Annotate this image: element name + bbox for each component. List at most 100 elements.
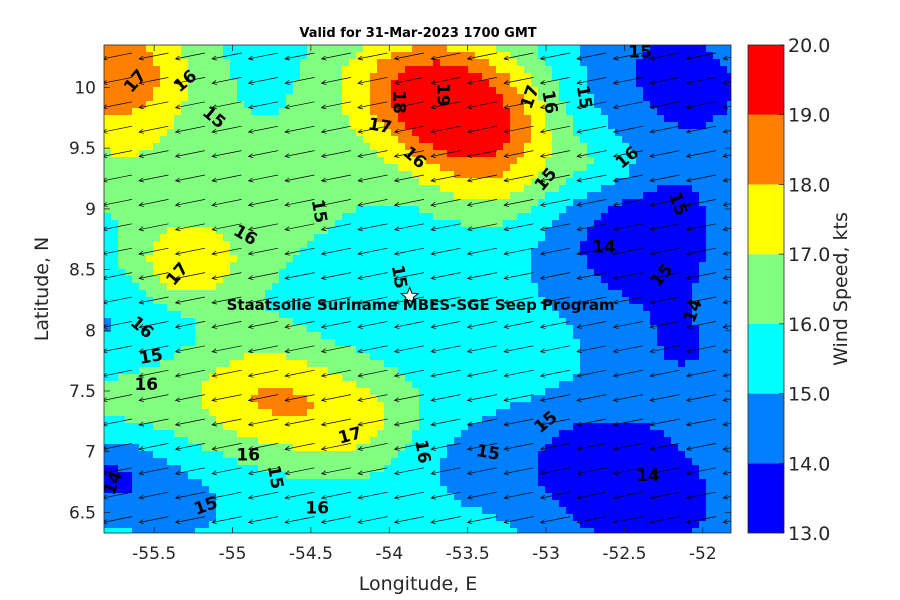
field-cell (559, 178, 567, 186)
field-cell (678, 178, 686, 186)
field-cell (356, 227, 364, 235)
field-cell (391, 304, 399, 312)
field-cell (251, 108, 259, 116)
field-cell (706, 325, 714, 333)
field-cell (482, 269, 490, 277)
field-cell (573, 255, 581, 263)
field-cell (517, 206, 525, 214)
field-cell (188, 269, 196, 277)
field-cell (237, 346, 245, 354)
field-cell (622, 220, 630, 228)
field-cell (132, 234, 140, 242)
field-cell (657, 367, 665, 375)
field-cell (517, 325, 525, 333)
field-cell (181, 122, 189, 130)
field-cell (384, 143, 392, 151)
field-cell (412, 269, 420, 277)
field-cell (342, 367, 350, 375)
field-cell (384, 304, 392, 312)
field-cell (286, 388, 294, 396)
field-cell (153, 353, 161, 361)
field-cell (174, 283, 182, 291)
field-cell (587, 353, 595, 361)
field-cell (314, 108, 322, 116)
field-cell (153, 262, 161, 270)
field-cell (419, 66, 427, 74)
field-cell (454, 80, 462, 88)
field-cell (356, 374, 364, 382)
field-cell (482, 248, 490, 256)
field-cell (601, 199, 609, 207)
field-cell (720, 283, 728, 291)
field-cell (496, 213, 504, 221)
field-cell (678, 388, 686, 396)
field-cell (517, 115, 525, 123)
field-cell (650, 206, 658, 214)
field-cell (664, 45, 672, 53)
field-cell (188, 255, 196, 263)
field-cell (636, 157, 644, 165)
field-cell (195, 374, 203, 382)
field-cell (538, 388, 546, 396)
field-cell (293, 346, 301, 354)
field-cell (671, 304, 679, 312)
field-cell (727, 213, 731, 221)
field-cell (118, 381, 126, 389)
field-cell (678, 248, 686, 256)
field-cell (454, 87, 462, 95)
field-cell (391, 213, 399, 221)
field-cell (454, 199, 462, 207)
field-cell (216, 311, 224, 319)
field-cell (594, 402, 602, 410)
field-cell (286, 290, 294, 298)
field-cell (608, 402, 616, 410)
field-cell (377, 416, 385, 424)
field-cell (587, 304, 595, 312)
field-cell (146, 255, 154, 263)
field-cell (160, 346, 168, 354)
field-cell (314, 269, 322, 277)
field-cell (496, 234, 504, 242)
field-cell (503, 87, 511, 95)
field-cell (391, 416, 399, 424)
field-cell (328, 157, 336, 165)
field-cell (223, 73, 231, 81)
field-cell (496, 297, 504, 305)
field-cell (153, 45, 161, 53)
field-cell (447, 108, 455, 116)
field-cell (664, 388, 672, 396)
field-cell (160, 276, 168, 284)
field-cell (608, 332, 616, 340)
field-cell (440, 129, 448, 137)
field-cell (678, 269, 686, 277)
field-cell (622, 374, 630, 382)
field-cell (678, 325, 686, 333)
field-cell (188, 143, 196, 151)
field-cell (510, 129, 518, 137)
field-cell (461, 304, 469, 312)
field-cell (349, 409, 357, 417)
field-cell (244, 66, 252, 74)
field-cell (125, 108, 133, 116)
field-cell (671, 115, 679, 123)
field-cell (489, 136, 497, 144)
field-cell (594, 52, 602, 60)
field-cell (398, 402, 406, 410)
field-cell (706, 353, 714, 361)
field-cell (202, 283, 210, 291)
field-cell (342, 248, 350, 256)
field-cell (167, 430, 175, 438)
field-cell (132, 360, 140, 368)
field-cell (622, 115, 630, 123)
field-cell (237, 409, 245, 417)
field-cell (363, 52, 371, 60)
field-cell (615, 220, 623, 228)
field-cell (349, 269, 357, 277)
field-cell (573, 416, 581, 424)
field-cell (559, 234, 567, 242)
field-cell (454, 346, 462, 354)
field-cell (146, 332, 154, 340)
field-cell (447, 220, 455, 228)
field-cell (685, 402, 693, 410)
field-cell (566, 346, 574, 354)
